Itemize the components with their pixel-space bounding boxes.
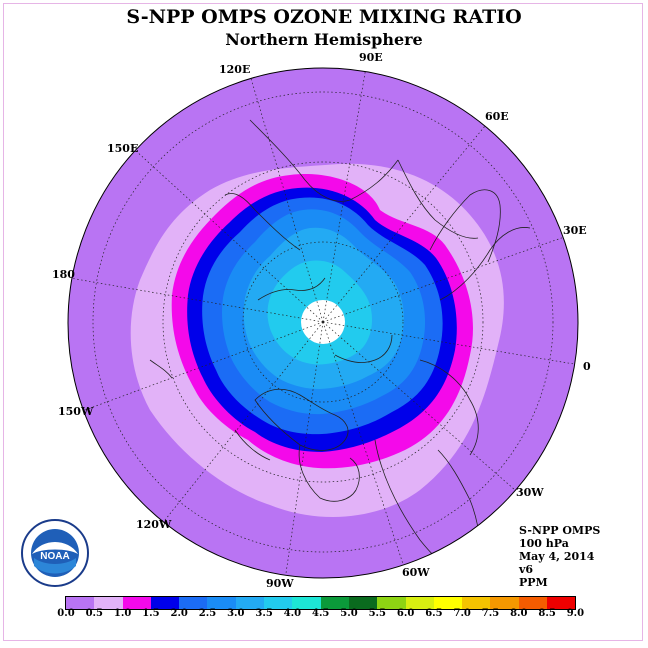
colorbar-segment [94, 597, 123, 609]
colorbar-tick-label: 1.0 [113, 608, 132, 619]
colorbar-tick-label: 5.0 [340, 608, 358, 619]
colorbar-segment [122, 597, 151, 609]
colorbar-segment [292, 597, 321, 609]
colorbar-tick-label: 9.0 [566, 608, 585, 619]
map-boundary [67, 67, 579, 579]
colorbar-tick-label: 2.5 [198, 608, 217, 619]
lon-label-90w: 90W [266, 577, 294, 590]
lon-label-120w: 120W [136, 518, 172, 531]
map-title: S-NPP OMPS OZONE MIXING RATIO [126, 6, 522, 28]
lon-label-30e: 30E [563, 224, 587, 237]
colorbar-tick-label: 5.5 [368, 608, 386, 619]
colorbar-segment [264, 597, 293, 609]
colorbar-tick-label: 7.5 [481, 608, 500, 619]
colorbar-segment [179, 597, 208, 609]
colorbar-segment [320, 597, 349, 609]
info-date: May 4, 2014 [519, 550, 595, 563]
map-subtitle: Northern Hemisphere [225, 30, 423, 49]
colorbar-tick-label: 3.0 [227, 608, 245, 619]
ozone-contour-field [68, 68, 578, 578]
colorbar-segment [348, 597, 378, 609]
colorbar [65, 596, 577, 610]
colorbar-segment [66, 597, 95, 609]
colorbar-tick-label: 1.5 [142, 608, 160, 619]
colorbar-segment [235, 597, 265, 609]
lon-label-120e: 120E [219, 63, 251, 76]
lon-label-150w: 150W [58, 405, 94, 418]
figure-frame [3, 3, 643, 641]
colorbar-segment [377, 597, 406, 609]
colorbar-tick-label: 8.0 [510, 608, 528, 619]
colorbar-segment [547, 597, 576, 609]
colorbar-segment [518, 597, 548, 609]
colorbar-segment [462, 597, 491, 609]
colorbar-tick-label: 4.0 [283, 608, 302, 619]
info-version: v6 [519, 563, 534, 576]
info-level: 100 hPa [519, 537, 569, 550]
colorbar-tick-label: 7.0 [453, 608, 471, 619]
info-units: PPM [519, 576, 548, 589]
colorbar-segment [150, 597, 180, 609]
info-block: S-NPP OMPS 100 hPa May 4, 2014 v6 PPM [519, 524, 600, 589]
lon-label-150e: 150E [107, 142, 139, 155]
colorbar-tick-label: 0.5 [85, 608, 103, 619]
colorbar-segment [207, 597, 236, 609]
colorbar-tick-label: 8.5 [538, 608, 556, 619]
lon-label-90e: 90E [359, 51, 383, 64]
noaa-logo: NOAA [21, 519, 89, 587]
graticule [69, 68, 578, 578]
colorbar-segment [405, 597, 434, 609]
colorbar-segment [490, 597, 519, 609]
colorbar-ticks: 0.0 0.5 1.0 1.5 2.0 2.5 3.0 3.5 4.0 4.5 5.0 5.5 6.0 6… [0, 608, 648, 628]
colorbar-tick-label: 0.0 [57, 608, 75, 619]
colorbar-tick-label: 3.5 [255, 608, 273, 619]
colorbar-segment [433, 597, 463, 609]
lon-label-30w: 30W [516, 486, 544, 499]
lon-label-60e: 60E [485, 110, 509, 123]
lon-label-180: 180 [52, 268, 75, 281]
colorbar-tick-label: 2.0 [170, 608, 188, 619]
colorbar-tick-label: 4.5 [311, 608, 330, 619]
lon-label-60w: 60W [402, 566, 430, 579]
noaa-logo-text: NOAA [40, 551, 69, 562]
colorbar-tick-label: 6.0 [396, 608, 415, 619]
info-instrument: S-NPP OMPS [519, 524, 601, 537]
lon-label-0: 0 [583, 360, 591, 373]
coastlines [149, 119, 531, 577]
colorbar-tick-label: 6.5 [425, 608, 443, 619]
